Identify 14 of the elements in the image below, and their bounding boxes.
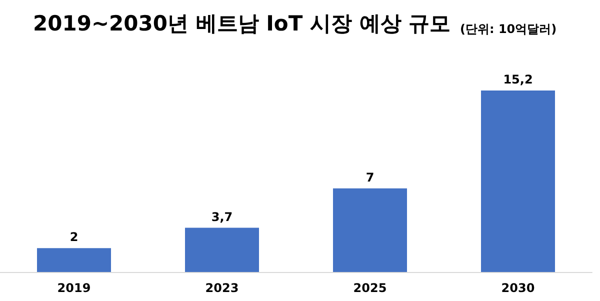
bar xyxy=(481,90,555,272)
bar xyxy=(37,248,111,272)
bar xyxy=(333,188,407,272)
chart-subtitle: (단위: 10억달러) xyxy=(460,22,557,36)
x-tick-label: 2023 xyxy=(205,281,239,295)
x-tick-label: 2025 xyxy=(353,281,387,295)
chart-title: 2019~2030년 베트남 IoT 시장 예상 규모 xyxy=(33,12,451,36)
bar xyxy=(185,228,259,272)
x-tick-label: 2019 xyxy=(57,281,91,295)
data-label: 2 xyxy=(70,230,78,244)
data-label: 15,2 xyxy=(503,72,533,86)
x-tick-label: 2030 xyxy=(501,281,535,295)
data-label: 7 xyxy=(366,170,374,184)
data-label: 3,7 xyxy=(211,210,233,224)
